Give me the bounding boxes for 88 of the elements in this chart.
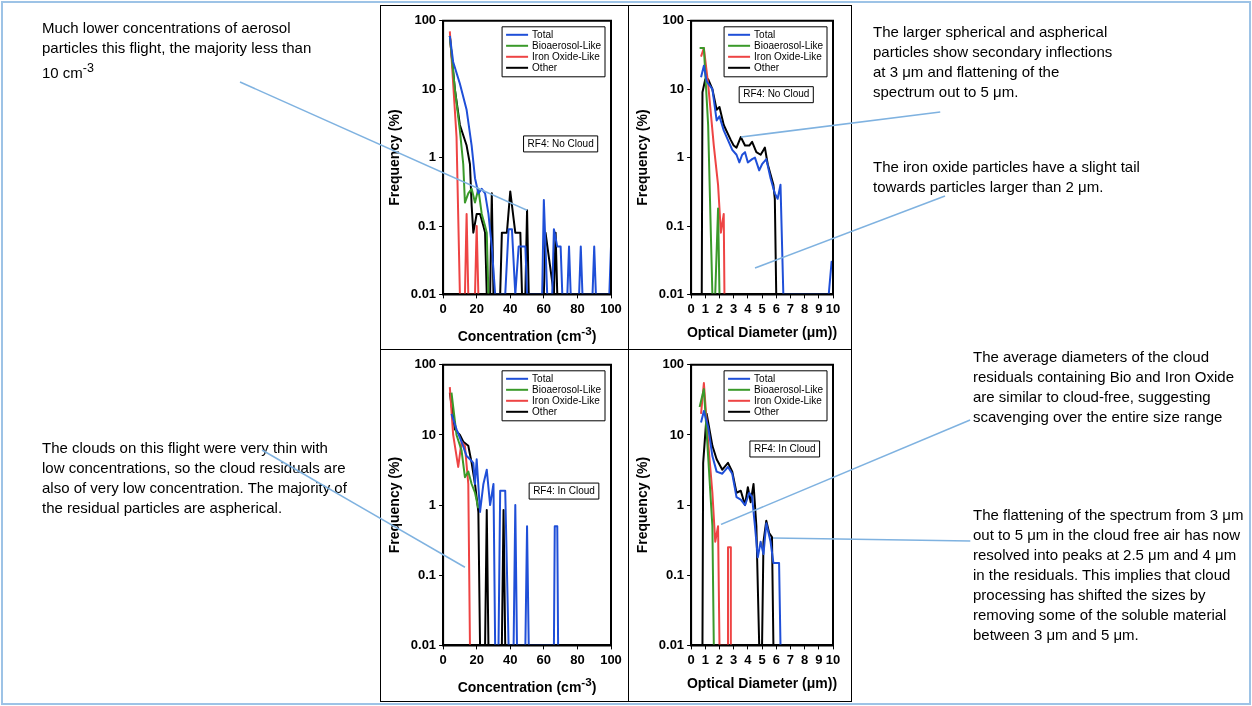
x-tick-label: 1	[701, 651, 709, 667]
x-tick-label: 0	[687, 651, 695, 667]
annotation: RF4: No Cloud	[527, 137, 594, 149]
annotation: The average diameters of the cloud residuals containing Bio and Iron Oxide are similar to cloud-free, suggesting scavenging over the entire size range	[973, 347, 1235, 427]
x-tick-label: 80	[570, 300, 585, 316]
x-tick-label: 60	[536, 300, 552, 316]
y-tick-label: 100	[662, 356, 685, 372]
x-tick-label: 20	[469, 651, 484, 667]
x-tick-label: 100	[600, 300, 622, 316]
legend-label: Bioaerosol-Like	[754, 383, 824, 395]
legend-label: Other	[754, 405, 780, 417]
y-tick-label: 100	[662, 12, 685, 28]
y-axis-title: Frequency (%)	[634, 109, 651, 206]
x-tick-label: 3	[730, 300, 738, 316]
y-tick-label: 0.1	[666, 217, 685, 233]
y-tick-label: 1	[428, 149, 437, 165]
x-tick-label: 7	[786, 300, 795, 316]
y-tick-label: 1	[676, 496, 685, 512]
y-tick-label: 0.1	[418, 217, 437, 233]
annotation: The larger spherical and aspherical particles show secondary inflections at 3 μm and flattening of the spectrum out to 5 μm.	[873, 22, 1114, 102]
legend-label: Bioaerosol-Like	[532, 39, 602, 51]
x-tick-label: 0	[439, 651, 447, 667]
x-tick-label: 0	[687, 300, 695, 316]
text: The iron oxide particles have a slight tail towards particles larger than 2 μm.	[873, 157, 1141, 197]
x-tick-label: 3	[730, 651, 738, 667]
y-tick-label: 10	[669, 426, 685, 442]
y-tick-label: 0.01	[410, 636, 437, 652]
x-tick-label: 6	[772, 651, 780, 667]
x-axis-title: Optical Diameter (μm))	[686, 675, 838, 691]
y-tick-label: 100	[414, 12, 437, 28]
legend-label: Total	[532, 372, 554, 384]
x-axis-title: Concentration (cm$^{-3}$)	[457, 675, 597, 695]
legend-label: Total	[754, 28, 776, 40]
x-tick-label: 0	[439, 300, 447, 316]
y-tick-label: 10	[421, 80, 437, 96]
annotation: The clouds on this flight were very thin with low concentrations, so the cloud residuals are also of very low concentration. The majority of the residual particles are aspherical.	[42, 438, 347, 518]
x-tick-label: 4	[744, 651, 753, 667]
y-tick-label: 100	[414, 356, 437, 372]
legend-label: Other	[532, 405, 558, 417]
x-tick-label: 6	[772, 300, 780, 316]
annotation: Much lower concentrations of aerosol particles this flight, the majority less than 10 cm$^{-3}$	[42, 18, 313, 83]
y-tick-label: 1	[428, 496, 437, 512]
legend-label: Other	[532, 61, 558, 73]
legend-label: Iron Oxide-Like	[754, 394, 823, 406]
x-tick-label: 5	[758, 651, 766, 667]
annotation: The flattening of the spectrum from 3 μm out to 5 μm in the cloud free air has now resolved into peaks at 2.5 μm and 4 μm in the residuals. This implies that cloud processing has shifted the sizes by removing some of the soluble material between 3 μm and 5 μm.	[973, 505, 1245, 645]
y-tick-label: 0.01	[658, 285, 685, 301]
legend-label: Total	[754, 372, 776, 384]
x-tick-label: 9	[815, 300, 823, 316]
x-tick-label: 7	[786, 651, 795, 667]
x-tick-label: 80	[570, 651, 585, 667]
x-tick-label: 60	[536, 651, 552, 667]
y-axis-title: Frequency (%)	[386, 109, 403, 206]
y-axis-title: Frequency (%)	[634, 456, 651, 554]
legend-label: Iron Oxide-Like	[754, 50, 823, 62]
x-tick-label: 8	[801, 300, 809, 316]
legend-label: Total	[532, 28, 554, 40]
x-tick-label: 10	[825, 300, 841, 316]
y-axis-title: Frequency (%)	[386, 456, 403, 554]
y-tick-label: 10	[421, 426, 437, 442]
x-tick-label: 20	[469, 300, 484, 316]
y-tick-label: 10	[669, 80, 685, 96]
legend-label: Bioaerosol-Like	[754, 39, 824, 51]
x-tick-label: 100	[600, 651, 622, 667]
legend-label: Iron Oxide-Like	[532, 50, 601, 62]
annotation: RF4: In Cloud	[533, 484, 595, 496]
x-tick-label: 1	[701, 300, 709, 316]
y-tick-label: 0.1	[418, 566, 437, 582]
x-axis-title: Concentration (cm$^{-3}$)	[457, 324, 597, 344]
x-tick-label: 9	[815, 651, 823, 667]
annotation: RF4: No Cloud	[743, 88, 810, 100]
y-tick-label: 0.1	[666, 566, 685, 582]
y-tick-label: 0.01	[658, 636, 685, 652]
annotation: RF4: In Cloud	[753, 442, 816, 454]
x-tick-label: 2	[715, 300, 724, 316]
x-tick-label: 4	[744, 300, 753, 316]
x-tick-label: 40	[503, 651, 518, 667]
legend-label: Other	[754, 61, 780, 73]
x-tick-label: 5	[758, 300, 766, 316]
x-tick-label: 10	[825, 651, 841, 667]
x-tick-label: 8	[801, 651, 809, 667]
y-tick-label: 1	[676, 149, 685, 165]
x-tick-label: 2	[715, 651, 724, 667]
y-tick-label: 0.01	[410, 285, 437, 301]
x-tick-label: 40	[503, 300, 518, 316]
legend-label: Bioaerosol-Like	[532, 383, 602, 395]
legend-label: Iron Oxide-Like	[532, 394, 601, 406]
x-axis-title: Optical Diameter (μm))	[686, 324, 838, 340]
